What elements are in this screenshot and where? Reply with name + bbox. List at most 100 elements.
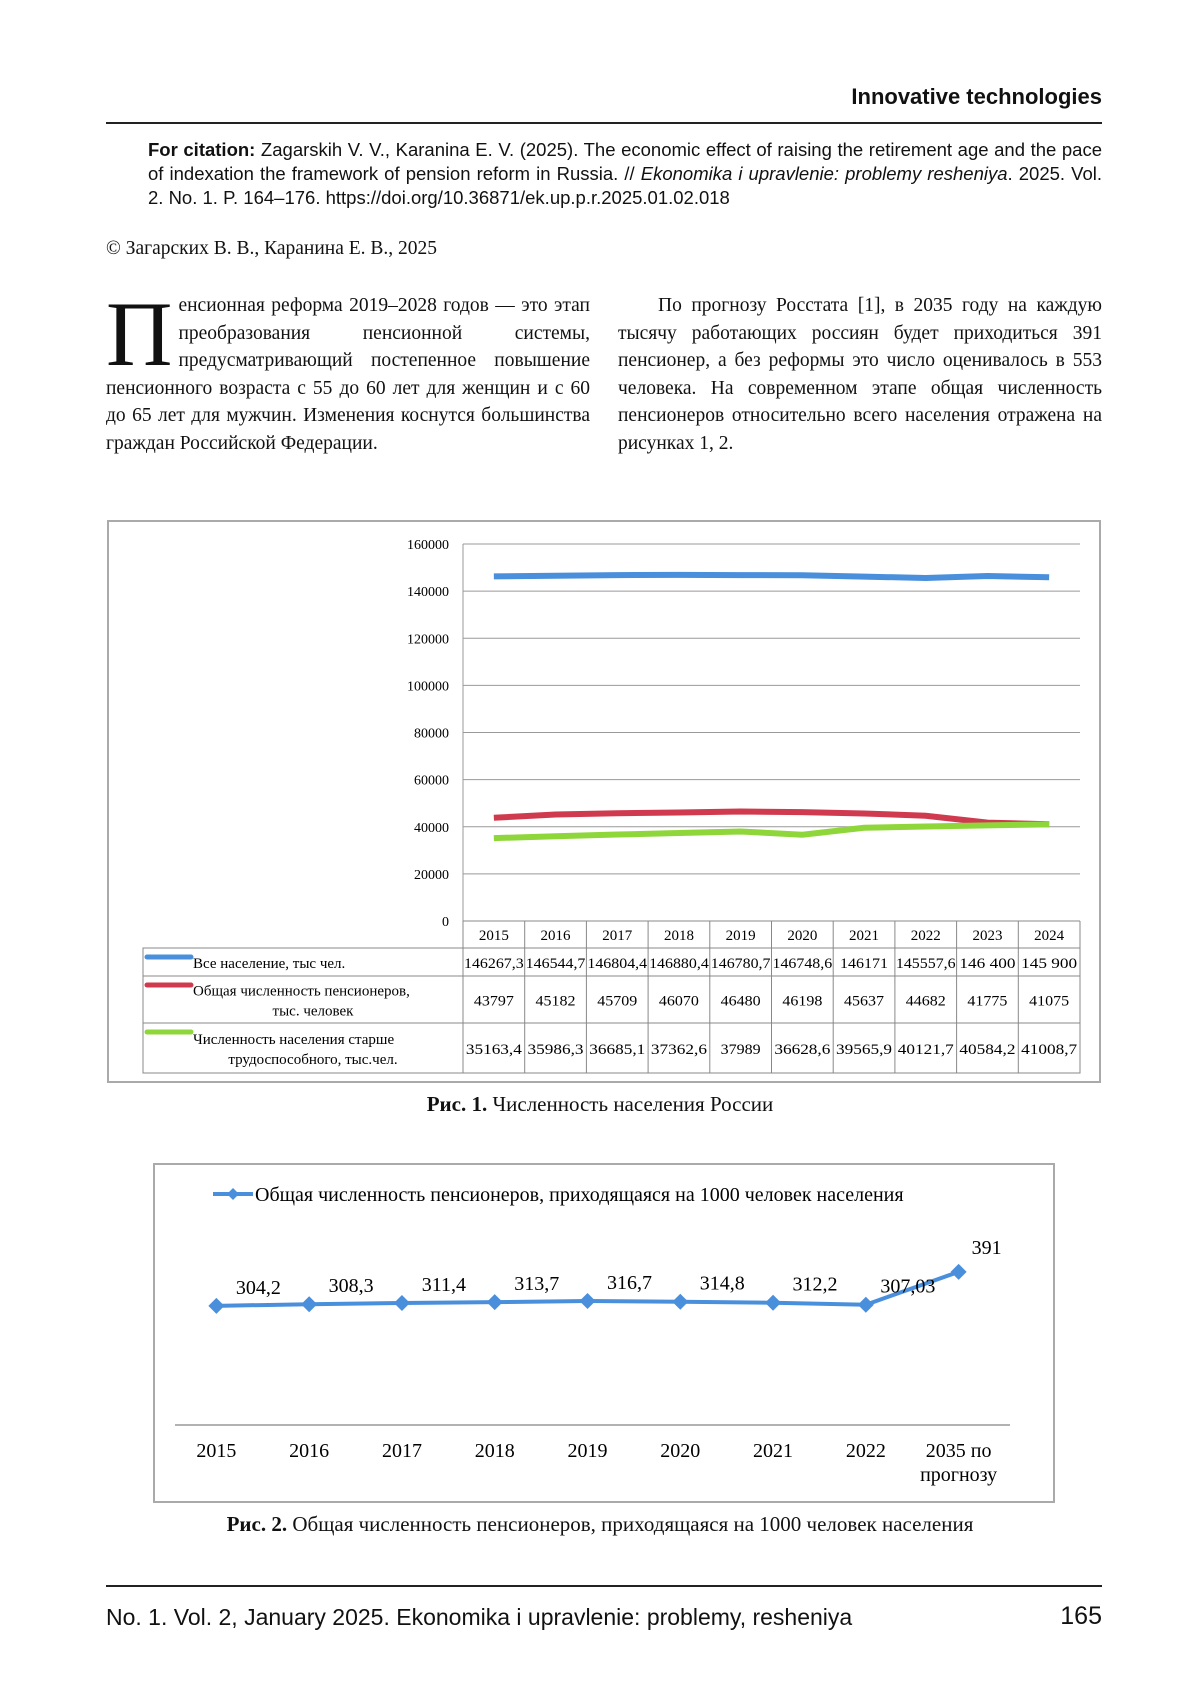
caption-label: Рис. 1. [427,1092,488,1116]
data-label: 146748,6 [773,956,833,972]
data-label: 46480 [721,994,761,1010]
x-tick-label: прогнозу [920,1464,997,1486]
x-tick-label: 2020 [787,928,817,944]
y-tick-label: 140000 [407,585,449,600]
data-point [301,1296,317,1312]
data-label: 307,03 [880,1276,935,1298]
x-tick-label: 2018 [664,928,694,944]
data-label: 35986,3 [528,1042,584,1058]
legend-label: Общая численность пенсионеров, приходяща… [255,1184,904,1206]
data-label: 146880,4 [649,956,710,972]
x-tick-label: 2015 [196,1440,236,1462]
data-label: 314,8 [700,1273,745,1295]
legend-label: тыс. человек [273,1004,355,1020]
body-right-column: По прогнозу Росстата [1], в 2035 году на… [618,292,1102,457]
data-label: 39565,9 [836,1042,892,1058]
footer-text: No. 1. Vol. 2, January 2025. Ekonomika i… [106,1604,852,1631]
x-tick-label: 2019 [568,1440,608,1462]
data-label: 145 900 [1021,956,1077,972]
data-label: 43797 [474,994,514,1010]
data-label: 304,2 [236,1277,281,1299]
figure-2-chart: Общая численность пенсионеров, приходяща… [155,1165,1053,1501]
x-tick-label: 2016 [289,1440,329,1462]
data-label: 146780,7 [711,956,771,972]
x-tick-label: 2017 [602,928,633,944]
data-point [580,1293,596,1309]
x-tick-label: 2018 [475,1440,515,1462]
data-label: 146804,4 [587,956,648,972]
y-tick-label: 80000 [414,727,449,742]
y-tick-label: 100000 [407,679,449,694]
data-label: 391 [972,1237,1002,1259]
series-line [494,575,1049,578]
data-label: 46198 [782,994,822,1010]
data-label: 41008,7 [1021,1042,1077,1058]
data-label: 312,2 [793,1274,838,1296]
x-tick-label: 2020 [660,1440,700,1462]
data-label: 36628,6 [774,1042,830,1058]
figure-1-caption: Рис. 1. Численность населения России [0,1092,1200,1117]
data-label: 146171 [840,956,888,972]
legend-label: Численность населения старше [193,1032,394,1048]
x-tick-label: 2021 [753,1440,793,1462]
figure-2-caption: Рис. 2. Общая численность пенсионеров, п… [0,1512,1200,1537]
data-point [951,1264,967,1280]
series-line [494,811,1049,824]
data-point [394,1295,410,1311]
section-header: Innovative technologies [851,84,1102,110]
data-label: 35163,4 [466,1042,523,1058]
y-tick-label: 60000 [414,774,449,789]
data-point [487,1294,503,1310]
data-label: 45182 [536,994,576,1010]
data-label: 146544,7 [526,956,586,972]
y-tick-label: 20000 [414,868,449,883]
citation: For citation: Zagarskih V. V., Karanina … [148,138,1102,210]
legend-label: трудоспособного, тыс.чел. [228,1052,397,1068]
copyright: © Загарских В. В., Каранина Е. В., 2025 [106,238,437,260]
y-tick-label: 0 [442,915,449,930]
footer-rule [106,1585,1102,1587]
data-label: 37362,6 [651,1042,707,1058]
data-label: 45637 [844,994,884,1010]
x-tick-label: 2024 [1034,928,1065,944]
data-label: 308,3 [329,1275,374,1297]
y-tick-label: 120000 [407,632,449,647]
data-label: 41075 [1029,994,1069,1010]
x-tick-label: 2019 [726,928,756,944]
figure-1: 0 20000 40000 60000 80000 100000 120000 140000 1… [107,520,1101,1083]
data-label: 311,4 [422,1274,466,1296]
data-label: 36685,1 [589,1042,645,1058]
citation-label: For citation: [148,139,255,160]
data-label: 41775 [967,994,1007,1010]
drop-cap: П [106,298,172,370]
caption-text: Численность населения России [487,1092,773,1116]
data-label: 146267,3 [464,956,524,972]
data-label: 45709 [597,994,637,1010]
y-tick-label: 160000 [407,538,449,553]
data-label: 40121,7 [898,1042,954,1058]
x-tick-label: 2022 [846,1440,886,1462]
body-left-text: енсионная реформа 2019–2028 годов — это … [106,295,590,454]
x-tick-label: 2016 [541,928,572,944]
x-tick-label: 2021 [849,928,879,944]
data-label: 146 400 [959,956,1015,972]
data-label: 37989 [721,1042,761,1058]
legend-label: Все население, тыс чел. [193,956,345,972]
caption-text: Общая численность пенсионеров, приходяща… [287,1512,973,1536]
header-rule [106,122,1102,124]
body-left-column: Пенсионная реформа 2019–2028 годов — это… [106,292,590,457]
data-label: 313,7 [514,1273,559,1295]
x-tick-label: 2017 [382,1440,422,1462]
data-point [858,1297,874,1313]
legend-label: Общая численность пенсионеров, [193,984,410,1000]
figure-2: Общая численность пенсионеров, приходяща… [153,1163,1055,1503]
x-tick-label: 2015 [479,928,509,944]
citation-journal: Ekonomika i upravlenie: problemy resheni… [641,163,1008,184]
x-tick-label: 2035 по [926,1440,992,1462]
legend-marker [227,1188,239,1200]
y-tick-label: 40000 [414,821,449,836]
x-tick-label: 2022 [911,928,941,944]
data-point [208,1298,224,1314]
data-label: 44682 [906,994,946,1010]
